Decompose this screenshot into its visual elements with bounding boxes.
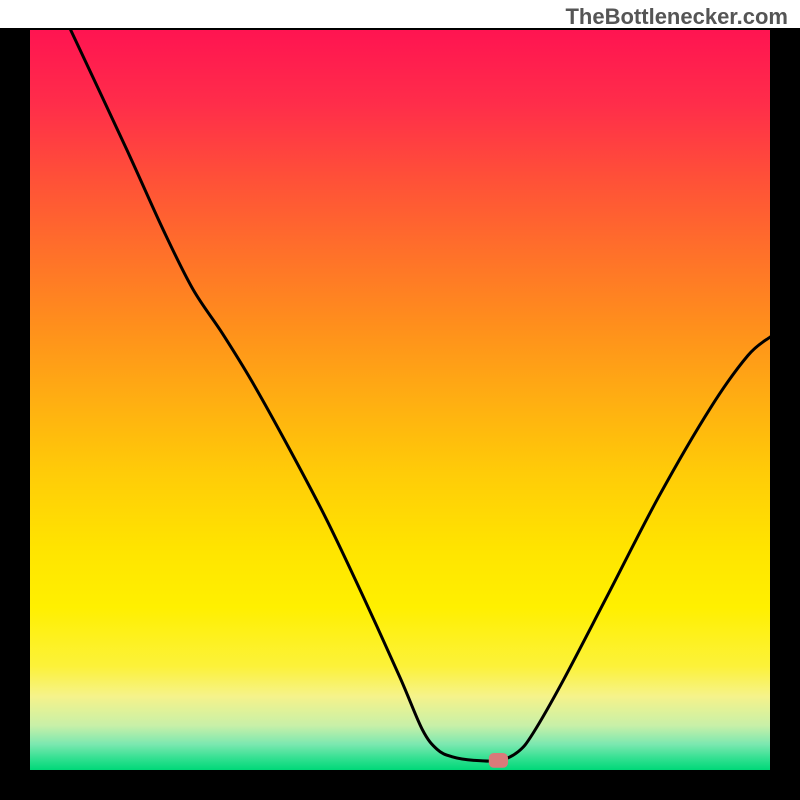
plot-background <box>30 30 770 770</box>
chart-container: TheBottlenecker.com <box>0 0 800 800</box>
optimal-point-marker <box>489 753 508 768</box>
watermark-text: TheBottlenecker.com <box>565 4 788 30</box>
bottleneck-chart <box>0 0 800 800</box>
